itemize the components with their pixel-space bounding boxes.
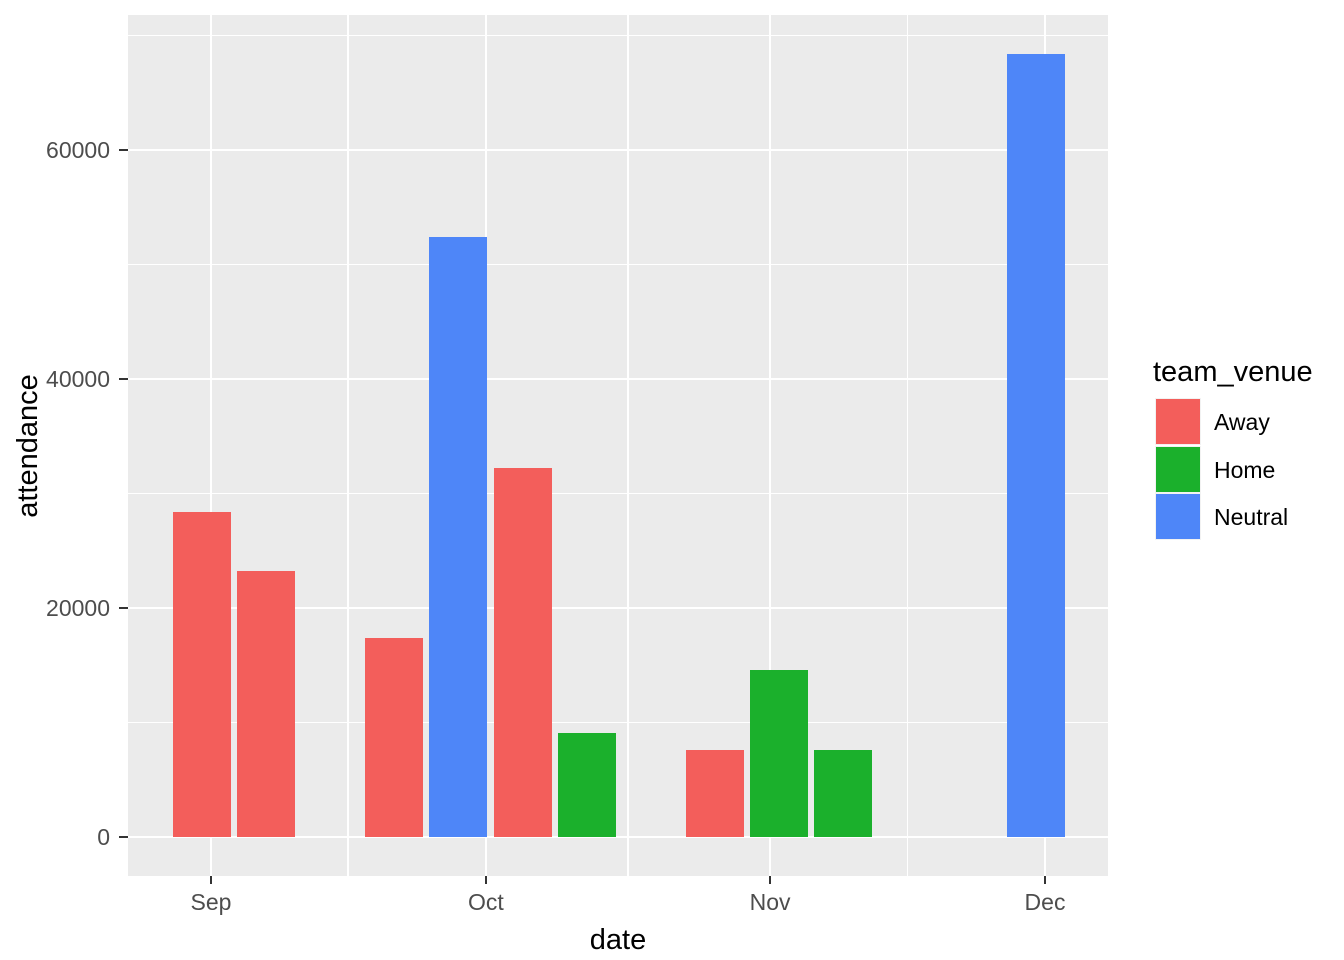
legend-label-away: Away — [1214, 409, 1270, 435]
minor-gridline-vertical — [627, 15, 629, 876]
minor-gridline-horizontal — [128, 721, 1108, 724]
legend-label-neutral: Neutral — [1214, 504, 1289, 531]
y-tick-mark — [119, 377, 128, 381]
bar-oct-12 — [557, 732, 616, 837]
legend-swatch-home — [1156, 446, 1200, 492]
bar-oct-26 — [686, 749, 745, 837]
minor-gridline-vertical — [347, 15, 350, 876]
bar-sep-28 — [429, 237, 488, 837]
legend-swatch-neutral — [1156, 494, 1200, 540]
bar-aug-31 — [172, 511, 231, 837]
major-gridline-horizontal — [128, 148, 1108, 152]
x-tick-label: Sep — [190, 889, 232, 915]
x-tick-label: Oct — [468, 889, 504, 915]
y-axis-title: attendance — [12, 373, 44, 518]
x-tick-label: Nov — [749, 889, 791, 915]
legend-key-away — [1155, 398, 1201, 445]
x-tick-mark — [209, 876, 213, 884]
y-tick-mark — [119, 606, 128, 610]
legend-swatch-away — [1156, 399, 1200, 444]
bar-sep-21 — [365, 637, 424, 837]
bar-oct-05 — [493, 468, 552, 837]
bar-nov-02 — [750, 669, 809, 837]
major-gridline-vertical — [209, 15, 213, 876]
bar-nov-30 — [1006, 53, 1065, 837]
y-tick-label: 0 — [97, 824, 110, 850]
legend-key-home — [1155, 445, 1201, 493]
major-gridline-horizontal — [128, 835, 1108, 839]
major-gridline-horizontal — [128, 377, 1108, 381]
legend-title: team_venue — [1153, 356, 1313, 388]
y-tick-mark — [119, 148, 128, 152]
major-gridline-horizontal — [128, 606, 1108, 610]
minor-gridline-horizontal — [128, 492, 1108, 495]
legend-label-home: Home — [1214, 456, 1276, 483]
bar-sep-07 — [236, 571, 295, 837]
legend-key-neutral — [1155, 493, 1201, 541]
y-tick-label: 60000 — [46, 137, 110, 163]
x-tick-label: Dec — [1024, 889, 1066, 915]
y-tick-label: 40000 — [46, 366, 110, 392]
minor-gridline-vertical — [906, 15, 909, 876]
major-gridline-vertical — [768, 15, 772, 876]
minor-gridline-horizontal — [128, 34, 1108, 37]
x-tick-mark — [1043, 876, 1047, 884]
bar-nov-09 — [814, 749, 873, 837]
x-axis-title: date — [589, 924, 647, 956]
x-tick-mark — [484, 876, 488, 884]
x-tick-mark — [768, 876, 772, 884]
minor-gridline-horizontal — [128, 263, 1108, 266]
plot-panel — [128, 15, 1108, 876]
y-tick-label: 20000 — [46, 595, 110, 621]
y-tick-mark — [119, 835, 128, 839]
